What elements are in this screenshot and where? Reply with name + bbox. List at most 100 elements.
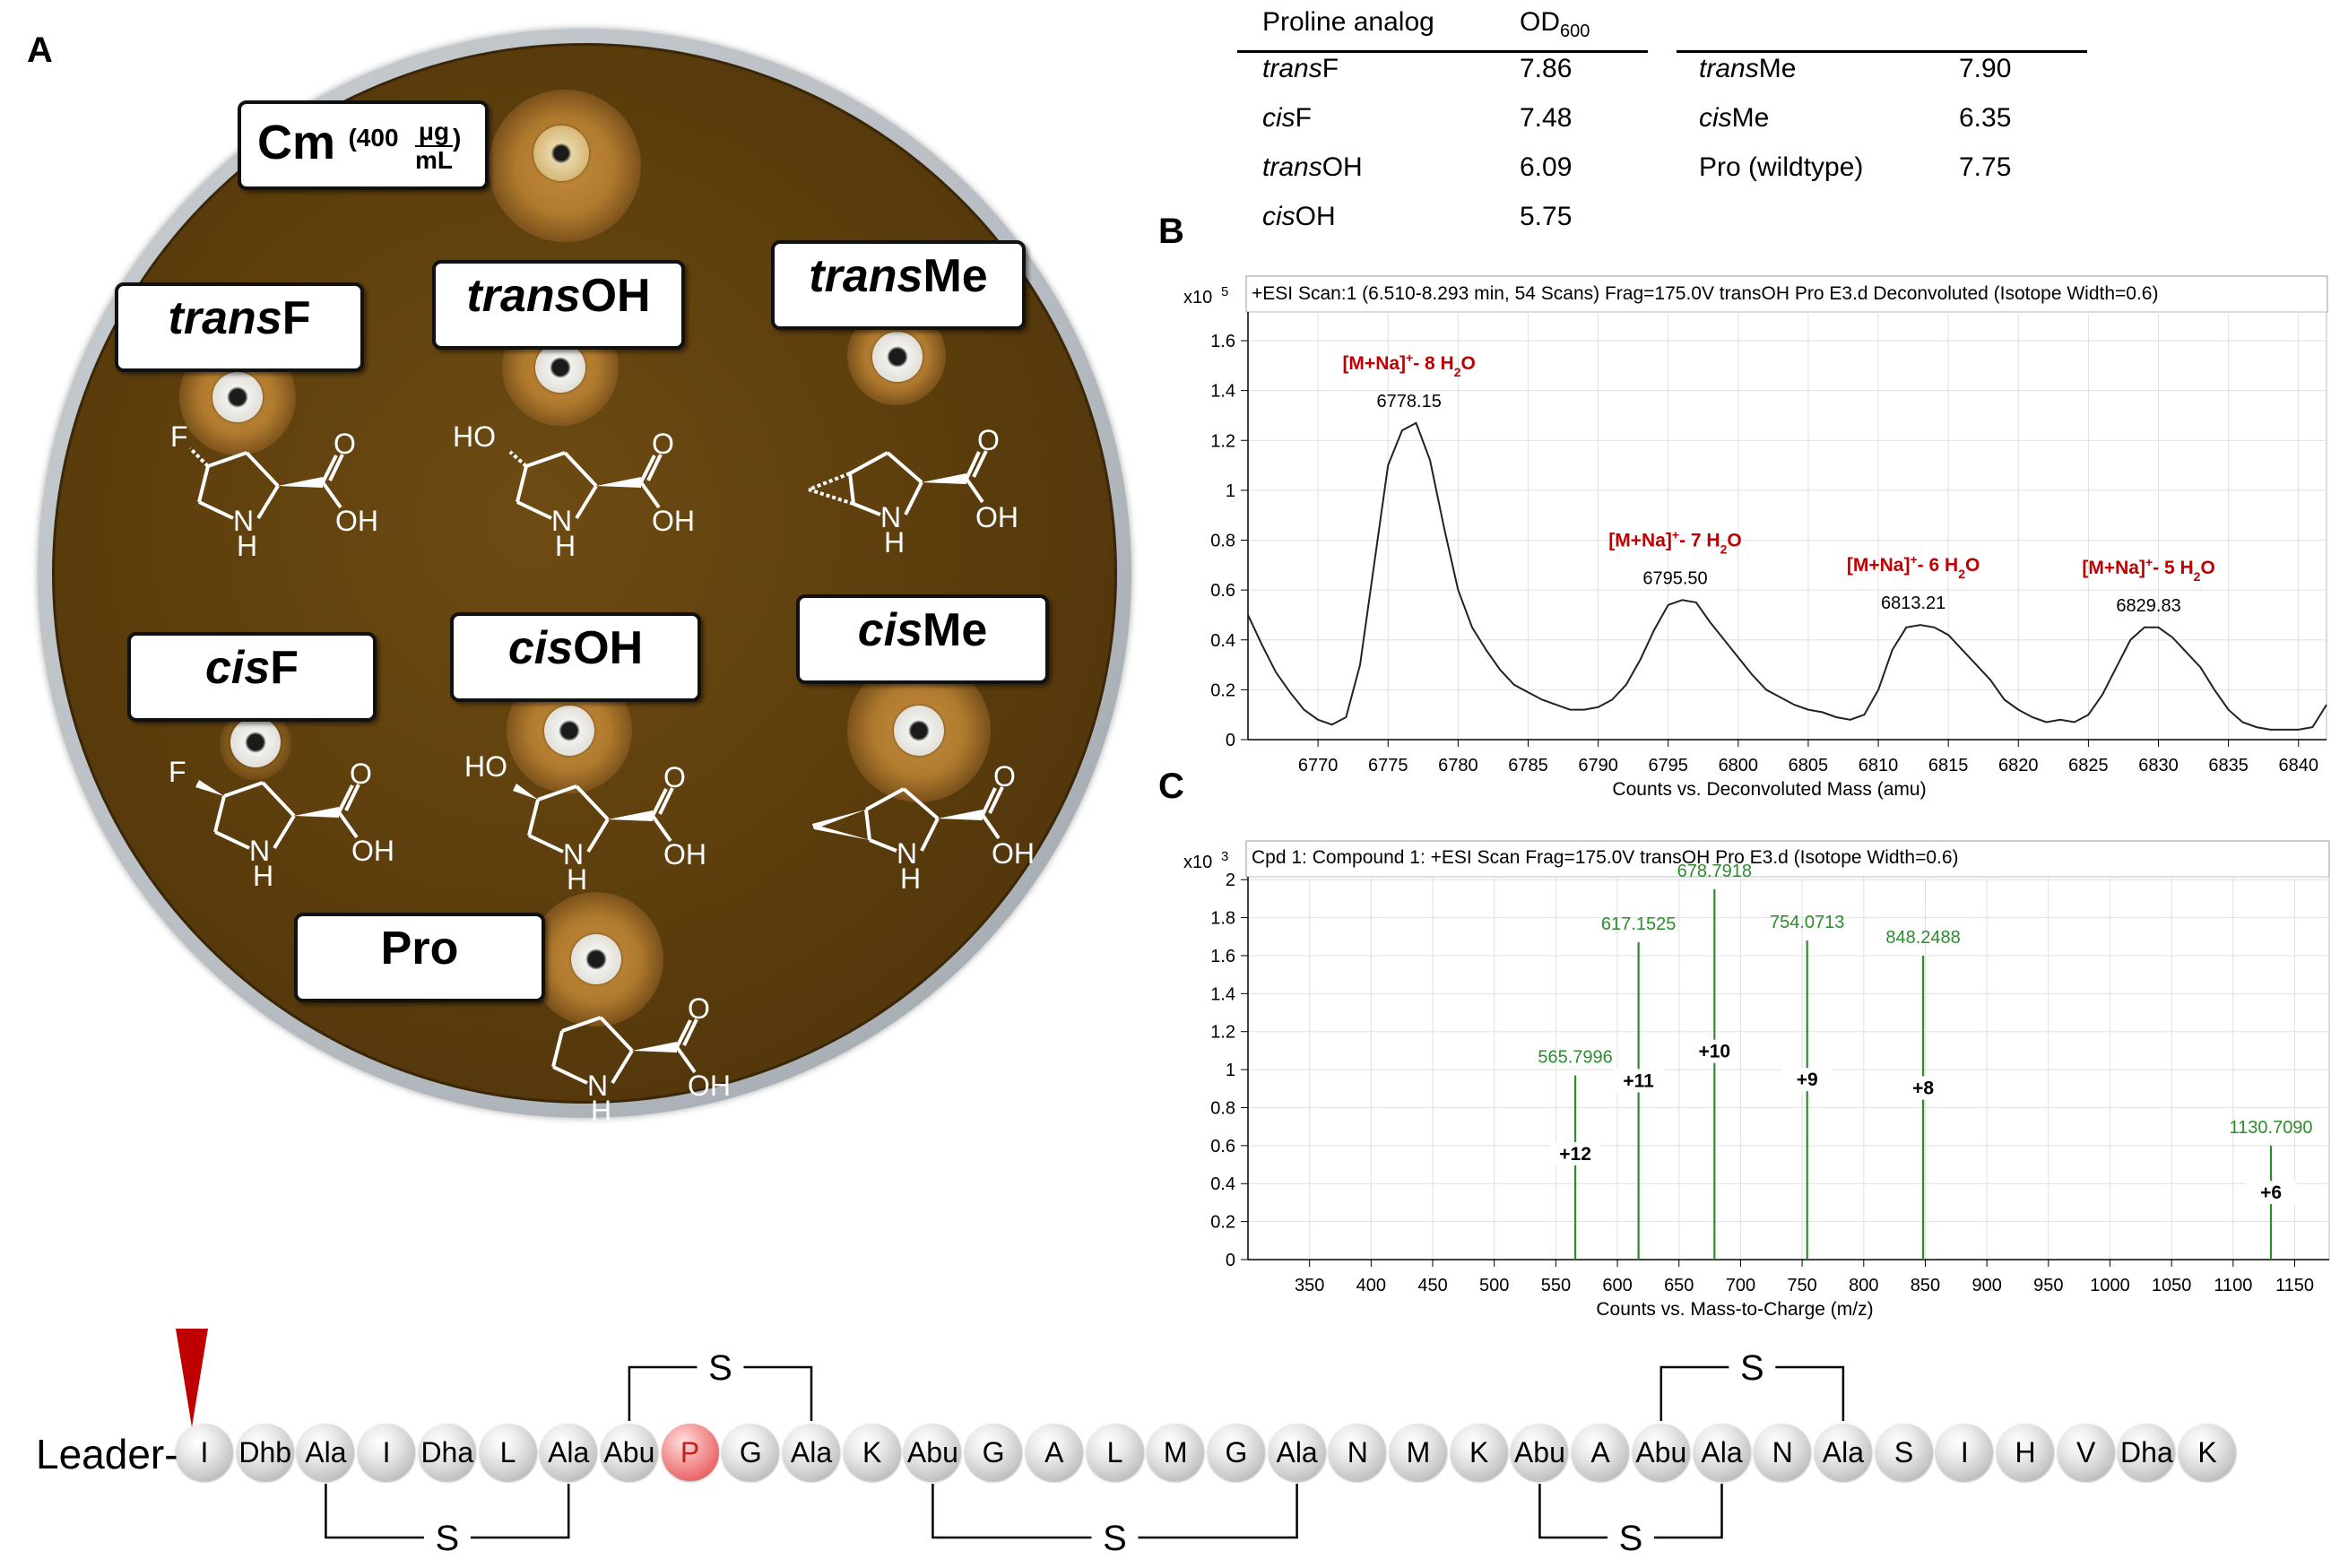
spectrum-b-peak-ion-loss: - 8 H: [1413, 353, 1454, 374]
left-analog-1: cisF: [1262, 103, 1312, 134]
right-od-value-1: 6.35: [1959, 103, 2012, 133]
residue-bead: Abu: [904, 1424, 962, 1481]
thioether-bridge: [1775, 1365, 1845, 1421]
left-analog-name-1: F: [1295, 103, 1312, 133]
spectrum-c-peak-label: 617.1525: [1601, 914, 1676, 934]
label-cisF-italic: cis: [204, 642, 271, 694]
spectrum-c-charge-label: +8: [1912, 1079, 1934, 1099]
bridge-sulfur-label: S: [1103, 1519, 1127, 1558]
label-cisF: cisF: [127, 632, 377, 722]
spectrum-c-xtick-label: 900: [1971, 1276, 2001, 1295]
spectrum-b-peak-ion-tail: O: [2200, 558, 2214, 578]
spectrum-b-trace: [1247, 421, 2327, 731]
right-analog-2: Pro (wildtype): [1699, 152, 1863, 183]
atom-H: H: [900, 862, 921, 895]
left-analog-name-2: OH: [1321, 152, 1363, 182]
thioether-bridge: [470, 1484, 570, 1539]
label-transMe: transMe: [771, 240, 1026, 330]
label-transMe-italic: trans: [809, 250, 923, 302]
spectrum-c-xtick-label: 450: [1417, 1276, 1447, 1295]
thioether-bridge: [932, 1484, 1092, 1539]
od-table: Proline analog OD600 transF 7.86 cisF 7.48 t…: [1237, 0, 2089, 251]
left-analog-italic-2: trans: [1262, 152, 1322, 182]
spectrum-c-ytick-label: 0.4: [1210, 1174, 1235, 1194]
spectrum-b-peak-mass: 6795.50: [1642, 568, 1707, 588]
left-analog-2: transOH: [1262, 152, 1363, 183]
spectrum-b-ytick-label: 1: [1226, 481, 1235, 501]
label-cisMe-suffix: Me: [923, 604, 988, 656]
atom-H: H: [591, 1095, 611, 1127]
spectrum-b-ytick-label: 1.4: [1210, 382, 1235, 402]
spectrum-c: Cpd 1: Compound 1: +ESI Scan Frag=175.0V…: [1183, 807, 2331, 1327]
left-analog-name-3: OH: [1295, 202, 1336, 231]
residue-bead: Abu: [600, 1424, 658, 1481]
spectrum-b-xtick-label: 6770: [1298, 756, 1339, 775]
thioether-bridge: [1538, 1484, 1607, 1539]
residue-bead: K: [843, 1424, 901, 1481]
spectrum-b-xtick-label: 6830: [2138, 756, 2179, 775]
atom-F: F: [169, 756, 186, 788]
structure-transOH: HO O OH N H: [453, 420, 695, 569]
spectrum-b-peak-mass: 6829.83: [2116, 596, 2180, 616]
right-od-value-0: 7.90: [1959, 54, 2012, 83]
atom-OH: OH: [688, 1070, 731, 1102]
od-table-header-od: OD600: [1520, 7, 1590, 42]
atom-O: O: [993, 760, 1016, 793]
spectrum-b-peak-ion-tail: O: [1965, 555, 1980, 576]
residue-bead: Ala: [1693, 1424, 1751, 1481]
residue-bead: Ala: [1268, 1424, 1326, 1481]
residue-bead: S: [1875, 1424, 1933, 1481]
spectrum-b-xtick-label: 6800: [1719, 756, 1759, 775]
right-analog-name-1: Me: [1731, 103, 1770, 133]
cm-close-paren: ): [452, 124, 462, 152]
spectrum-c-ytick-label: 0.8: [1210, 1098, 1235, 1118]
cm-text: Cm: [257, 116, 336, 169]
spectrum-b-peak-ion-ion_sup: +: [1672, 527, 1679, 541]
residue-bead: A: [1572, 1424, 1630, 1481]
label-transOH: transOH: [432, 260, 685, 350]
spectrum-c-xtick-label: 750: [1787, 1276, 1816, 1295]
spectrum-b-ytick-label: 0: [1226, 731, 1235, 750]
spectrum-c-xtick-label: 800: [1849, 1276, 1878, 1295]
spectrum-b-ytick-label: 1.2: [1210, 431, 1235, 451]
left-od-value-0: 7.86: [1520, 54, 1573, 83]
thioether-bridge: [1138, 1484, 1298, 1539]
spectrum-b-peak-ion-ion: [M+Na]: [1342, 353, 1406, 374]
cleavage-site-arrow: [176, 1329, 208, 1427]
panel-b-letter: B: [1158, 212, 1184, 251]
label-transOH-italic: trans: [466, 270, 581, 322]
spectrum-b-peak-ion-ion_sup: +: [1406, 351, 1413, 365]
label-cisOH-suffix: OH: [573, 622, 644, 674]
od-header-od-sub: 600: [1560, 22, 1590, 41]
left-analog-italic-1: cis: [1262, 103, 1295, 133]
label-cisOH: cisOH: [450, 612, 701, 702]
spectrum-b-xtick-label: 6775: [1368, 756, 1408, 775]
mass-to-charge-spectrum: Cpd 1: Compound 1: +ESI Scan Frag=175.0V…: [1183, 840, 2330, 1320]
spectrum-c-xtick-label: 1050: [2152, 1276, 2192, 1295]
spectrum-b-xtick-label: 6790: [1578, 756, 1618, 775]
spectrum-c-charge-bg: [1689, 1039, 1740, 1063]
disk-cisF: [230, 717, 281, 767]
residue-bead: M: [1390, 1424, 1447, 1481]
atom-N: N: [233, 505, 254, 537]
residue-bead: Dhb: [236, 1424, 294, 1481]
atom-N: N: [563, 838, 584, 871]
right-analog-italic-1: cis: [1699, 103, 1732, 133]
spectrum-b-xtick-label: 6780: [1438, 756, 1478, 775]
residue-bead: I: [358, 1424, 416, 1481]
structure-cisF: F O OH N H: [160, 751, 394, 899]
residue-bead: L: [1086, 1424, 1144, 1481]
spectrum-b-xtick-label: 6810: [1859, 756, 1899, 775]
spectrum-c-charge-bg: [1613, 1069, 1664, 1093]
spectrum-b-peak-ion-tail: O: [1461, 353, 1476, 374]
atom-O: O: [652, 428, 674, 460]
spectrum-b-xtick-label: 6805: [1789, 756, 1829, 775]
right-od-value-2: 7.75: [1959, 152, 2012, 182]
spectrum-c-xtick-label: 500: [1479, 1276, 1509, 1295]
spectrum-c-xtick-label: 600: [1602, 1276, 1632, 1295]
spectrum-b: +ESI Scan:1 (6.510-8.293 min, 54 Scans) …: [1183, 269, 2331, 807]
spectrum-c-charge-bg: [2246, 1181, 2297, 1205]
atom-F: F: [170, 420, 188, 453]
residue-bead: N: [1754, 1424, 1812, 1481]
atom-HO: HO: [464, 750, 507, 783]
